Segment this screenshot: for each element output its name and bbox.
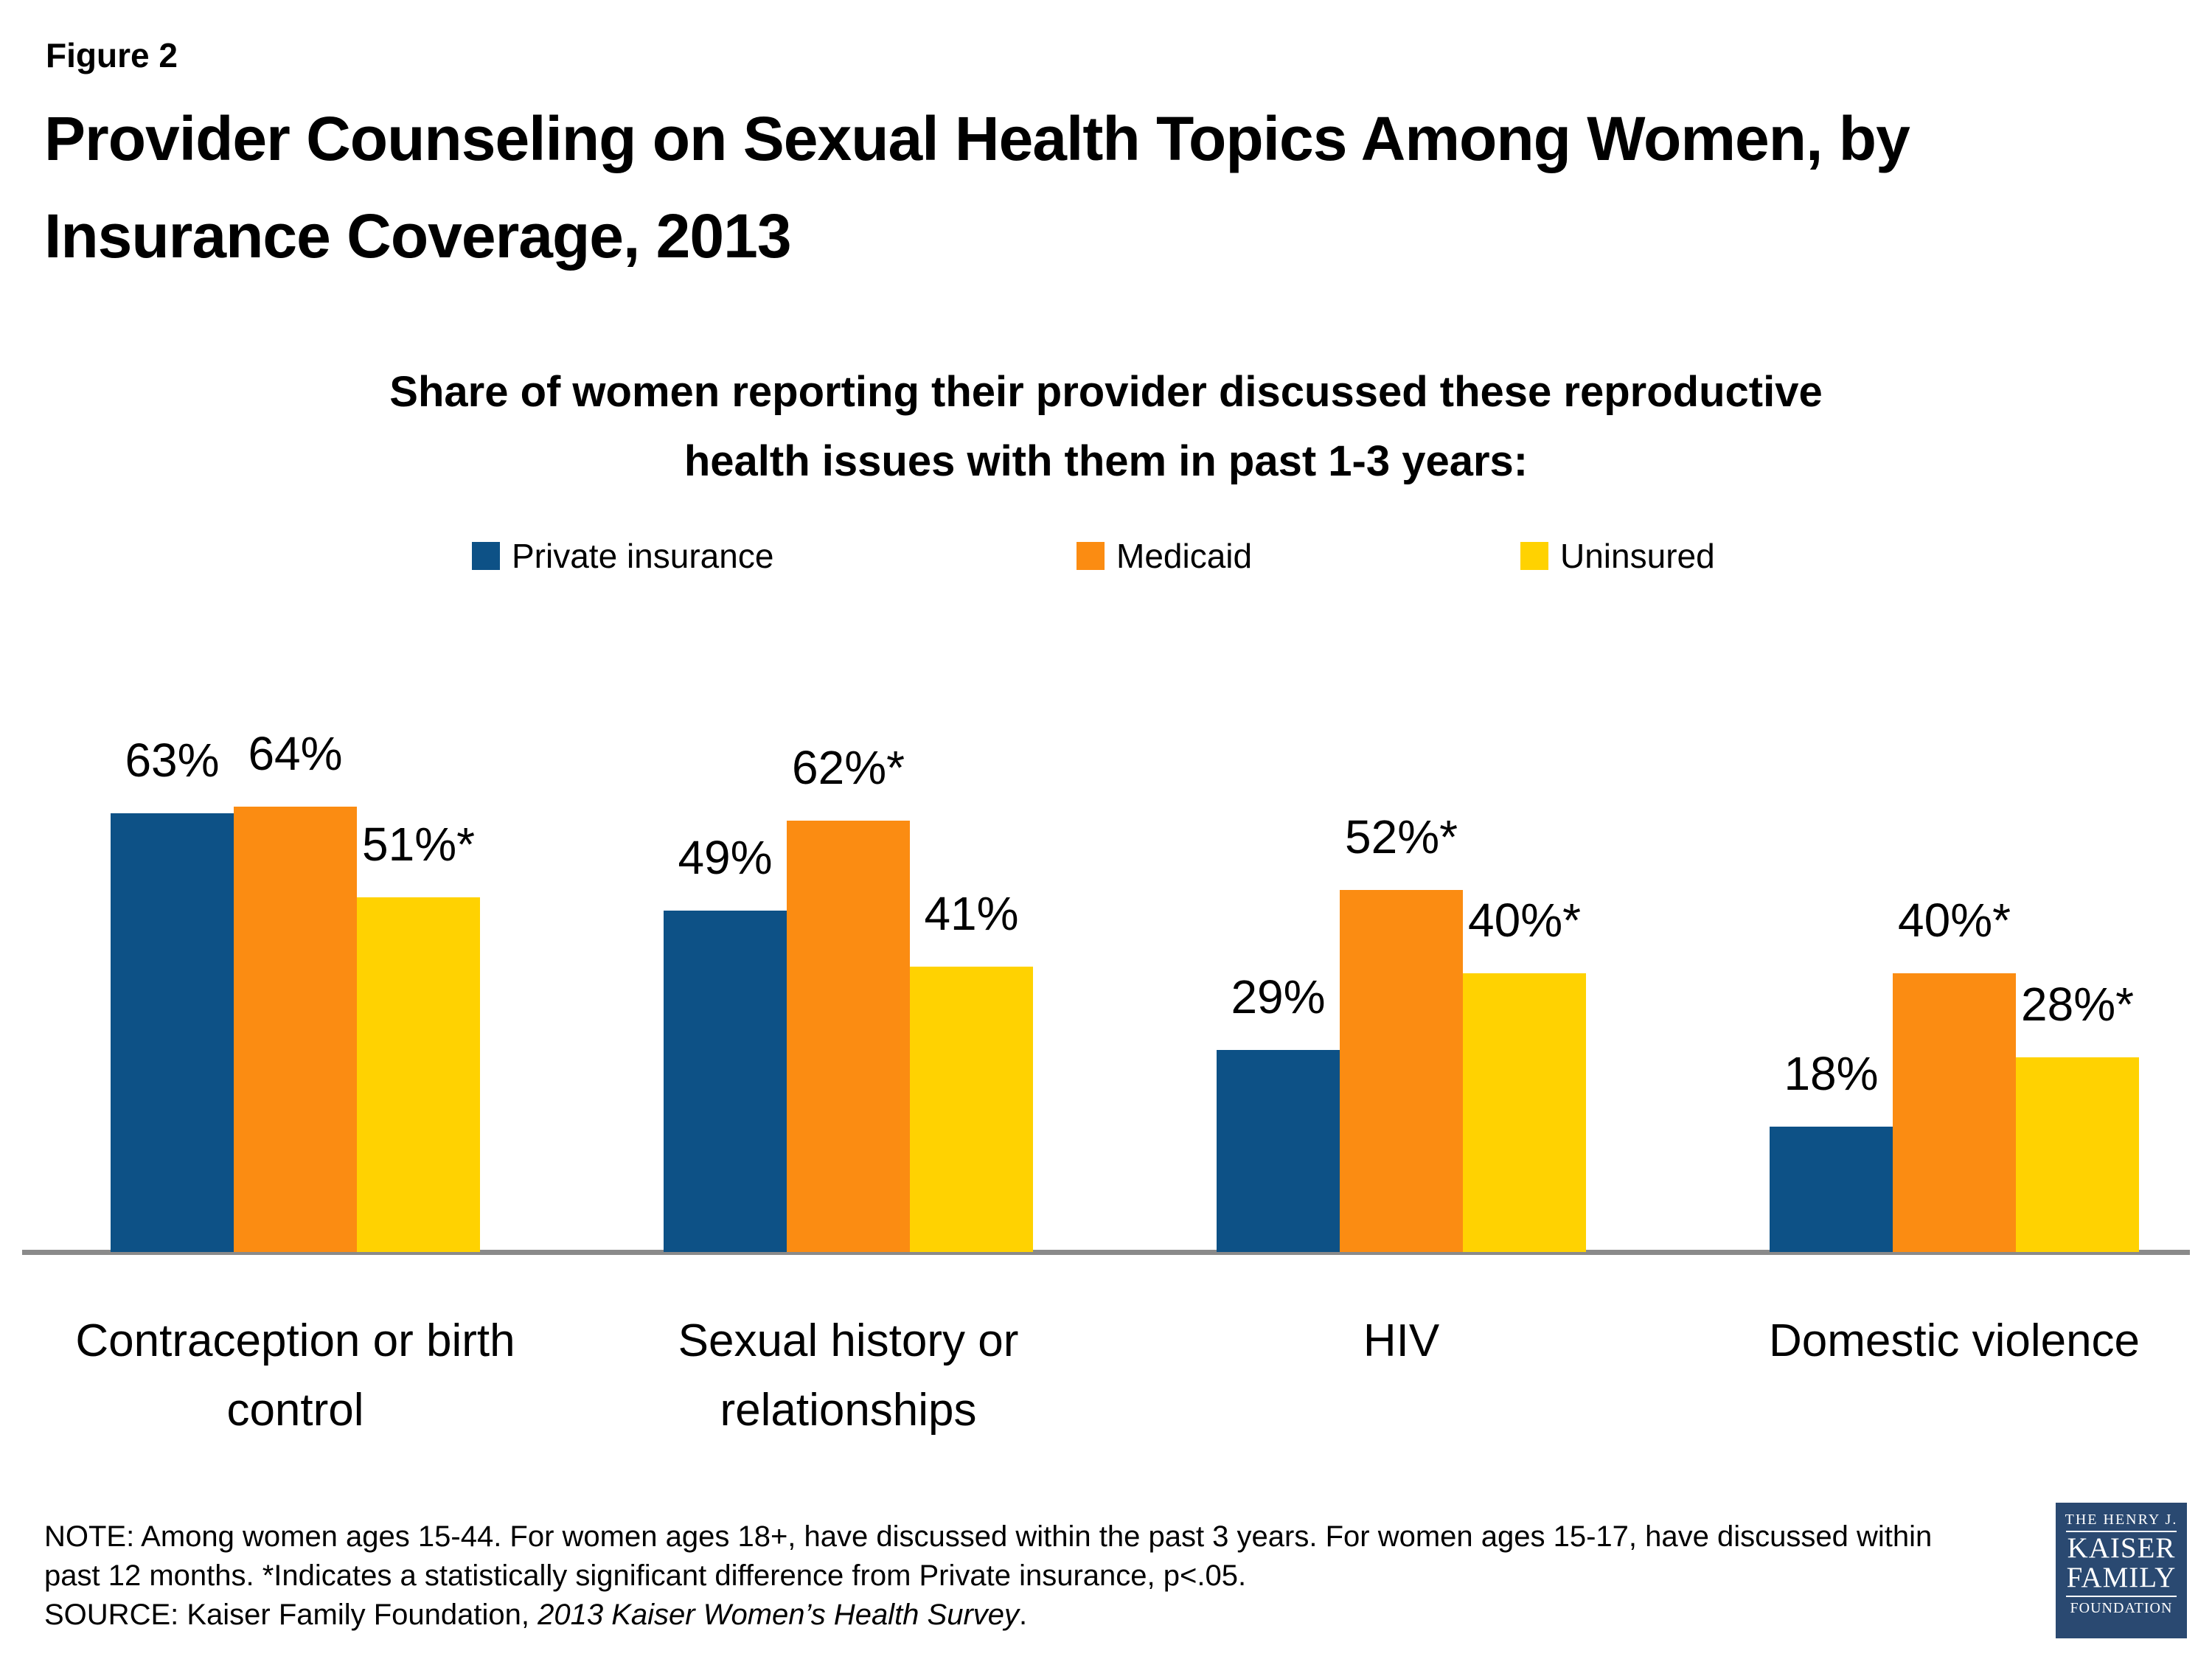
logo-line-family: FAMILY [2066, 1562, 2177, 1593]
value-label-private-insurance-domestic-violence: 18% [1784, 1047, 1879, 1100]
x-axis-line [22, 1250, 2190, 1255]
legend-label-uninsured: Uninsured [1560, 537, 1715, 575]
value-label-uninsured-sexual-history-or-relationships: 41% [924, 887, 1019, 940]
bar-uninsured-hiv [1463, 973, 1586, 1252]
chart-title-line2: Insurance Coverage, 2013 [44, 201, 792, 271]
value-label-uninsured-domestic-violence: 28%* [2021, 978, 2134, 1031]
category-label-hiv: HIV [1363, 1315, 1440, 1366]
category-label-domestic-violence: Domestic violence [1768, 1315, 2140, 1366]
bar-uninsured-sexual-history-or-relationships [910, 967, 1033, 1252]
value-label-medicaid-hiv: 52%* [1345, 810, 1458, 863]
source-prefix: SOURCE: Kaiser Family Foundation, [44, 1599, 538, 1631]
source-line: SOURCE: Kaiser Family Foundation, 2013 K… [44, 1596, 1932, 1635]
bar-private-insurance-contraception-or-birth-control [111, 813, 234, 1252]
value-label-medicaid-sexual-history-or-relationships: 62%* [792, 741, 905, 794]
bar-medicaid-sexual-history-or-relationships [787, 821, 910, 1252]
legend-label-medicaid: Medicaid [1116, 537, 1253, 575]
bar-medicaid-domestic-violence [1893, 973, 2016, 1252]
legend-swatch-private-insurance [472, 542, 500, 570]
value-label-uninsured-hiv: 40%* [1468, 894, 1581, 947]
source-title: 2013 Kaiser Women’s Health Survey [538, 1599, 1020, 1631]
bar-private-insurance-hiv [1217, 1050, 1340, 1252]
logo-line-foundation: FOUNDATION [2070, 1600, 2173, 1616]
chart-subtitle-line1: Share of women reporting their provider … [389, 368, 1823, 416]
category-label-sexual-history-or-relationships: Sexual history or relationships [678, 1315, 1019, 1436]
note-block: NOTE: Among women ages 15-44. For women … [44, 1517, 1932, 1635]
bar-medicaid-hiv [1340, 890, 1463, 1252]
source-suffix: . [1019, 1599, 1028, 1631]
bar-private-insurance-domestic-violence [1770, 1127, 1893, 1252]
value-label-uninsured-contraception-or-birth-control: 51%* [362, 818, 475, 871]
value-label-private-insurance-contraception-or-birth-control: 63% [125, 734, 220, 787]
logo-rule-top [2066, 1531, 2177, 1532]
value-label-private-insurance-hiv: 29% [1231, 970, 1326, 1023]
note-line1: NOTE: Among women ages 15-44. For women … [44, 1520, 1933, 1553]
bar-medicaid-contraception-or-birth-control [234, 807, 357, 1252]
legend-label-private-insurance: Private insurance [512, 537, 774, 575]
legend-item-medicaid: Medicaid [1077, 538, 1252, 574]
value-label-medicaid-domestic-violence: 40%* [1898, 894, 2011, 947]
category-label-contraception-or-birth-control: Contraception or birth control [75, 1315, 515, 1436]
bar-uninsured-domestic-violence [2016, 1057, 2139, 1252]
bar-uninsured-contraception-or-birth-control [357, 897, 480, 1252]
legend-swatch-uninsured [1520, 542, 1548, 570]
note-line2: past 12 months. *Indicates a statistical… [44, 1559, 1247, 1592]
logo-line-henry-j: THE HENRY J. [2065, 1512, 2178, 1528]
chart-subtitle-line2: health issues with them in past 1-3 year… [684, 437, 1528, 485]
legend-swatch-medicaid [1077, 542, 1105, 570]
bar-private-insurance-sexual-history-or-relationships [664, 911, 787, 1252]
logo-line-kaiser: KAISER [2067, 1532, 2176, 1564]
value-label-medicaid-contraception-or-birth-control: 64% [248, 727, 343, 780]
legend-item-uninsured: Uninsured [1520, 538, 1715, 574]
figure-label: Figure 2 [46, 36, 178, 74]
chart-title-line1: Provider Counseling on Sexual Health Top… [44, 104, 1910, 173]
logo-rule-bottom [2066, 1596, 2177, 1597]
kff-logo: THE HENRY J. KAISER FAMILY FOUNDATION [2056, 1503, 2187, 1638]
legend-item-private-insurance: Private insurance [472, 538, 773, 574]
value-label-private-insurance-sexual-history-or-relationships: 49% [678, 831, 773, 884]
